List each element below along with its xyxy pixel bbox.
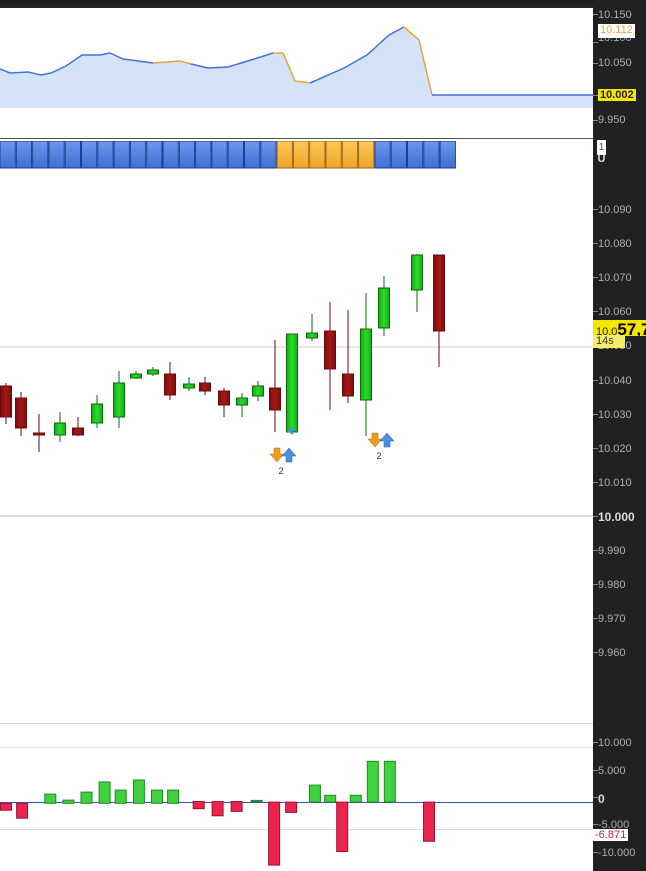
svg-text:2: 2 <box>278 466 283 476</box>
svg-text:2: 2 <box>376 451 381 461</box>
